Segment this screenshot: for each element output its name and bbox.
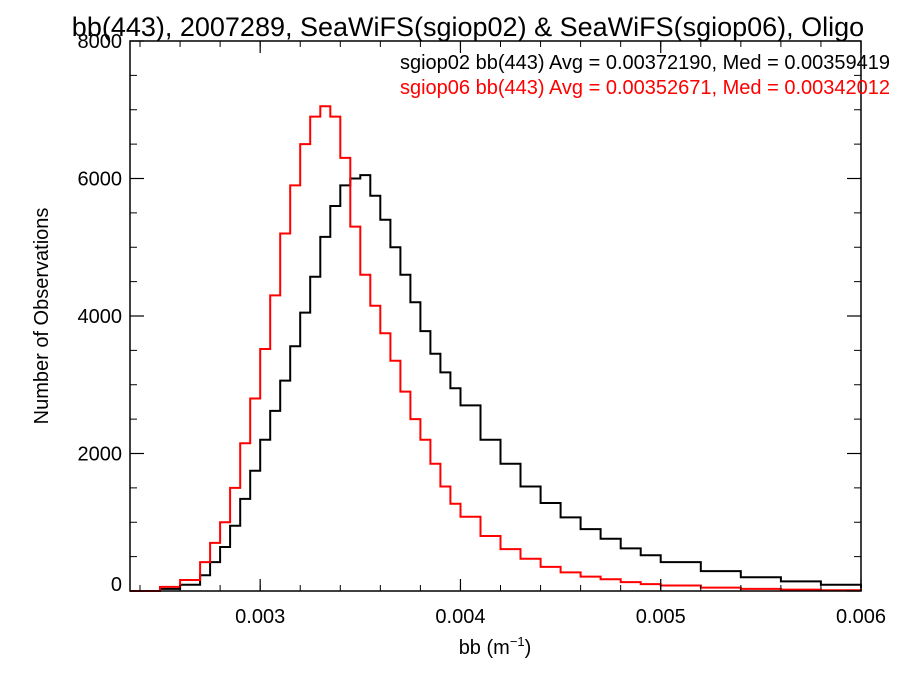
x-tick-label: 0.004 bbox=[435, 606, 485, 628]
x-tick-label: 0.005 bbox=[636, 606, 686, 628]
y-tick-label: 8000 bbox=[78, 31, 123, 53]
x-axis-label: bb (m−1) bbox=[459, 634, 532, 659]
x-axis-label-superscript: −1 bbox=[510, 634, 525, 649]
legend: sgiop02 bb(443) Avg = 0.00372190, Med = … bbox=[400, 52, 890, 99]
y-tick-label: 4000 bbox=[78, 306, 123, 328]
series-line-1 bbox=[130, 174, 862, 592]
y-axis-label: Number of Observations bbox=[31, 208, 53, 425]
series-lines bbox=[130, 105, 862, 592]
x-tick-label: 0.003 bbox=[235, 606, 285, 628]
y-tick-label: 0 bbox=[111, 574, 122, 596]
y-tick-label: 2000 bbox=[78, 444, 123, 466]
legend-entry-2: sgiop06 bb(443) Avg = 0.00352671, Med = … bbox=[400, 77, 890, 99]
x-axis-label-main: bb (m bbox=[459, 637, 510, 659]
axis-ticks: 0.003 0.004 0.005 0.006 0 2000 4000 6000 8000 bbox=[78, 31, 887, 628]
chart-title: bb(443), 2007289, SeaWiFS(sgiop02) & Sea… bbox=[72, 12, 864, 42]
legend-entry-1: sgiop02 bb(443) Avg = 0.00372190, Med = … bbox=[400, 52, 890, 74]
x-axis-label-close: ) bbox=[525, 637, 532, 659]
y-tick-label: 6000 bbox=[78, 169, 123, 191]
series-line-2 bbox=[130, 105, 862, 592]
x-tick-label: 0.006 bbox=[836, 606, 886, 628]
